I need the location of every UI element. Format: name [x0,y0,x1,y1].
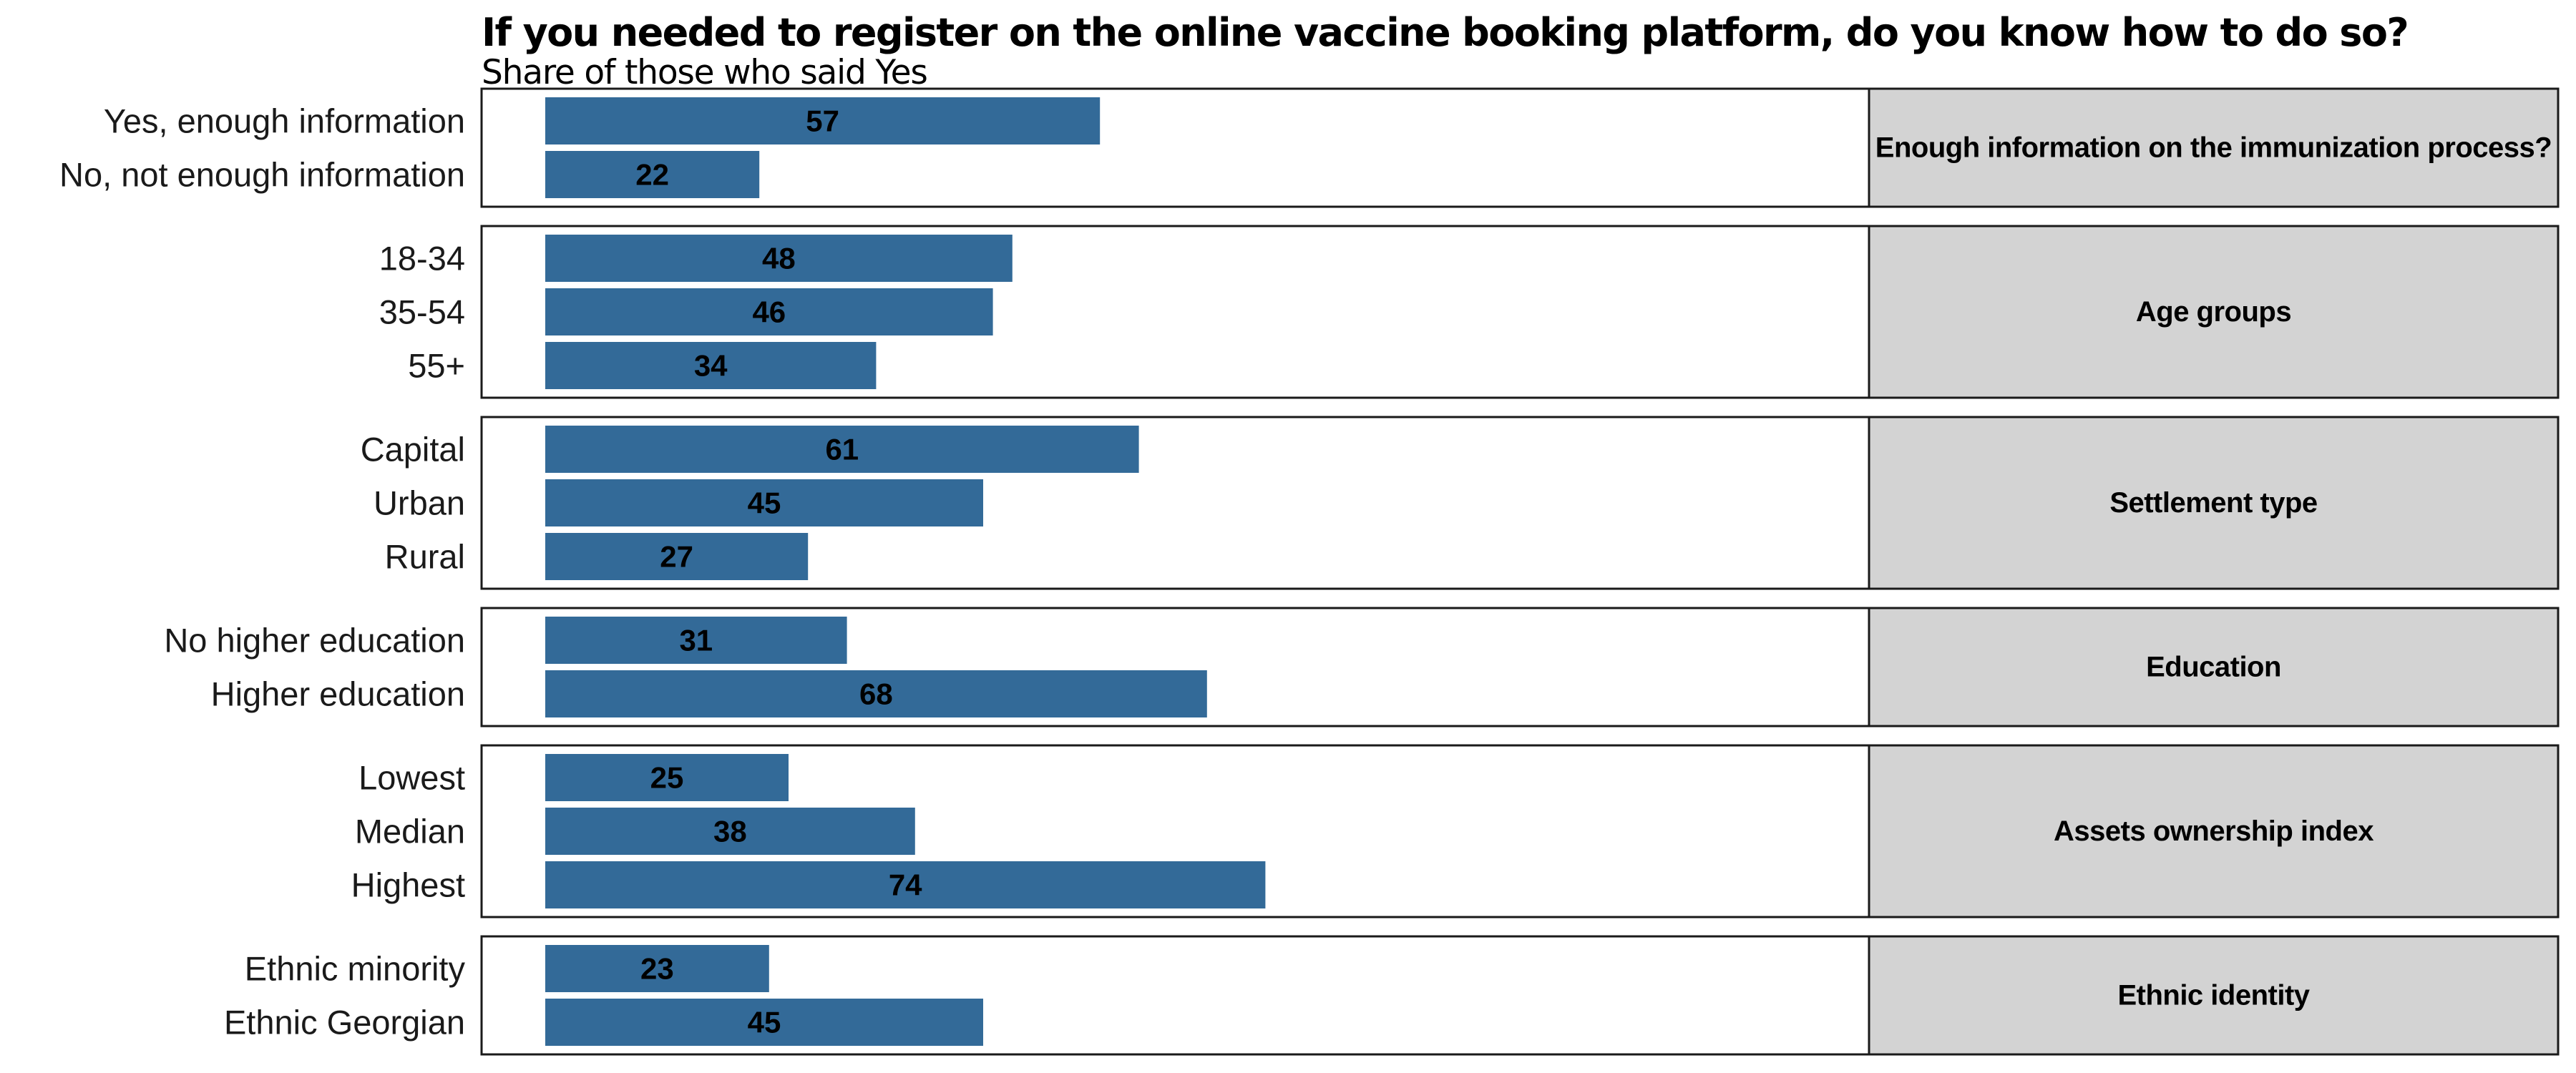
bar [545,945,769,992]
bar-value-label: 74 [889,868,922,902]
panel-strip-label: Settlement type [2109,487,2317,519]
panel-strip-label: Enough information on the immunization p… [1875,132,2552,164]
panel-strip [1868,416,2560,590]
panel-strip-label: Assets ownership index [2054,815,2373,847]
bar-value-label: 27 [660,540,693,574]
bar [545,754,789,801]
panel-strip [1868,87,2560,208]
bar-value-label: 23 [640,952,674,986]
chart-subtitle: Share of those who said Yes [482,53,928,92]
panel-strip-label: Education [2146,652,2281,683]
bar [545,151,760,198]
category-label: No, not enough information [59,156,465,194]
category-label: Capital [361,431,465,469]
panel-strip [1868,225,2560,399]
category-label: No higher education [164,622,465,660]
bar-value-label: 22 [635,158,669,192]
category-label: Higher education [211,675,465,713]
bar-value-label: 45 [748,1006,781,1039]
category-label: Yes, enough information [104,102,465,140]
category-label: Rural [385,538,465,576]
category-label: Ethnic minority [245,950,466,988]
category-label: Highest [351,866,465,904]
bar-value-label: 45 [748,486,781,520]
panel-strip [1868,935,2560,1056]
bar [545,97,1101,144]
bar [545,999,983,1046]
bar-value-label: 34 [694,349,728,383]
bar [545,533,809,580]
bar [545,808,915,855]
bar [545,479,983,526]
bar-value-label: 57 [806,104,839,138]
chart-title: If you needed to register on the online … [482,10,2409,55]
bar-value-label: 31 [679,624,713,657]
category-label: 35-54 [379,293,465,331]
category-label: Median [355,813,465,851]
category-label: 18-34 [379,240,465,278]
bar [545,235,1013,282]
bar [545,342,877,389]
bar [545,288,993,335]
category-label: Lowest [358,759,465,797]
bar-value-label: 38 [713,815,747,848]
panel-strip [1868,607,2560,727]
bar-value-label: 68 [859,677,893,711]
category-label: 55+ [408,347,465,385]
bar-value-label: 48 [762,242,796,275]
panel-strip [1868,744,2560,918]
panel-strip-label: Age groups [2136,296,2291,328]
bar [545,426,1139,473]
bar [545,670,1207,717]
bar [545,861,1266,908]
bar [545,617,847,664]
bar-value-label: 46 [752,295,786,329]
panel-strip-label: Ethnic identity [2117,980,2310,1011]
category-label: Ethnic Georgian [224,1004,465,1042]
bar-value-label: 61 [825,433,859,466]
bar-value-label: 25 [650,761,684,795]
category-label: Urban [374,484,465,522]
